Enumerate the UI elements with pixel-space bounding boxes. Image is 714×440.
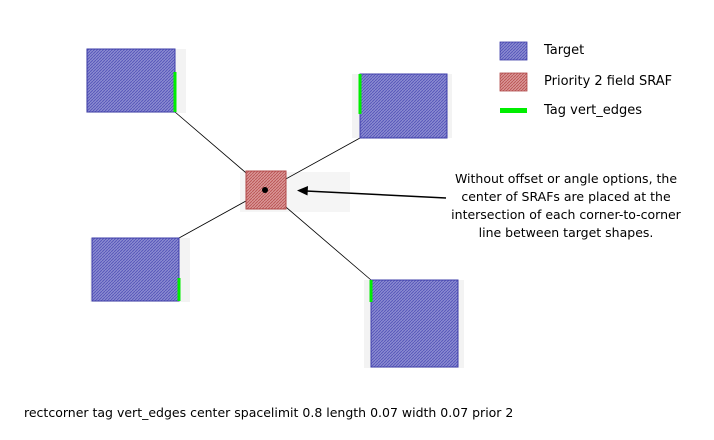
legend-target-swatch — [499, 41, 528, 61]
legend-sraf-label: Priority 2 field SRAF — [544, 74, 673, 89]
annotation-line: line between target shapes. — [478, 225, 654, 240]
annotation-line: center of SRAFs are placed at the — [461, 189, 671, 204]
target-bottom-right — [370, 279, 459, 368]
annotation-line: Without offset or angle options, the — [454, 171, 678, 186]
intersection-point — [262, 187, 268, 193]
annotation-line: intersection of each corner-to-corner — [451, 207, 681, 222]
legend-sraf-swatch — [499, 72, 528, 92]
annotation-text: Without offset or angle options, the cen… — [440, 170, 692, 242]
legend-tag-swatch — [500, 108, 527, 113]
target-bottom-left — [91, 237, 180, 302]
legend-target-label: Target — [544, 43, 585, 58]
legend-tag-label: Tag vert_edges — [544, 103, 643, 118]
annotation-arrow-line — [305, 190, 447, 199]
command-caption: rectcorner tag vert_edges center spaceli… — [24, 405, 514, 420]
target-top-right — [359, 73, 448, 139]
target-top-left — [86, 48, 176, 113]
annotation-arrow-head — [297, 186, 308, 196]
